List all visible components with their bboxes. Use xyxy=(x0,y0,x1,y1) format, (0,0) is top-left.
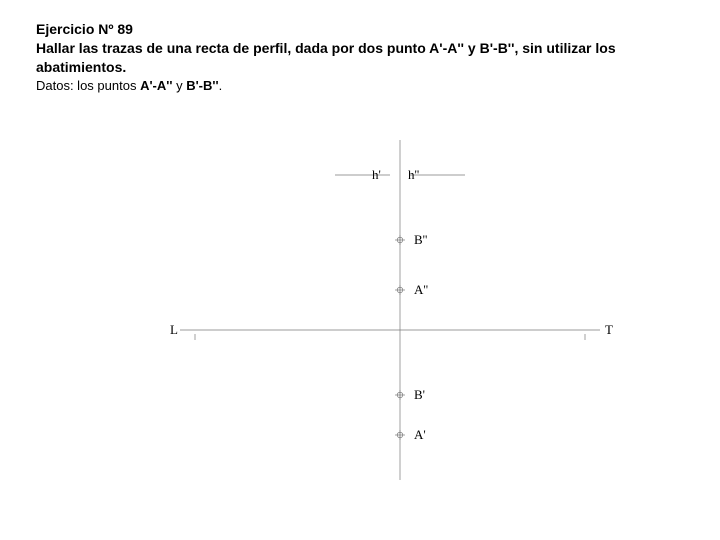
exercise-statement: Hallar las trazas de una recta de perfil… xyxy=(36,39,686,77)
svg-text:T: T xyxy=(605,322,613,337)
exercise-text-block: Ejercicio Nº 89 Hallar las trazas de una… xyxy=(36,20,686,94)
datos-pre: Datos: los puntos xyxy=(36,78,140,93)
statement-pair1: A'-A'' xyxy=(429,40,464,56)
statement-pre: Hallar las trazas de una recta de perfil… xyxy=(36,40,429,56)
statement-pair2: B'-B'' xyxy=(480,40,515,56)
datos-pair2: B'-B'' xyxy=(186,78,218,93)
svg-text:h'': h'' xyxy=(408,167,419,182)
statement-mid: y xyxy=(464,40,480,56)
datos-mid: y xyxy=(172,78,186,93)
exercise-datos: Datos: los puntos A'-A'' y B'-B''. xyxy=(36,77,686,95)
svg-text:A': A' xyxy=(414,427,426,442)
datos-pair1: A'-A'' xyxy=(140,78,172,93)
svg-text:L: L xyxy=(170,322,178,337)
svg-text:h': h' xyxy=(372,167,381,182)
page: Ejercicio Nº 89 Hallar las trazas de una… xyxy=(0,0,720,540)
datos-post: . xyxy=(219,78,223,93)
svg-text:B': B' xyxy=(414,387,425,402)
exercise-title: Ejercicio Nº 89 xyxy=(36,20,686,39)
svg-text:A'': A'' xyxy=(414,282,428,297)
svg-text:B'': B'' xyxy=(414,232,427,247)
